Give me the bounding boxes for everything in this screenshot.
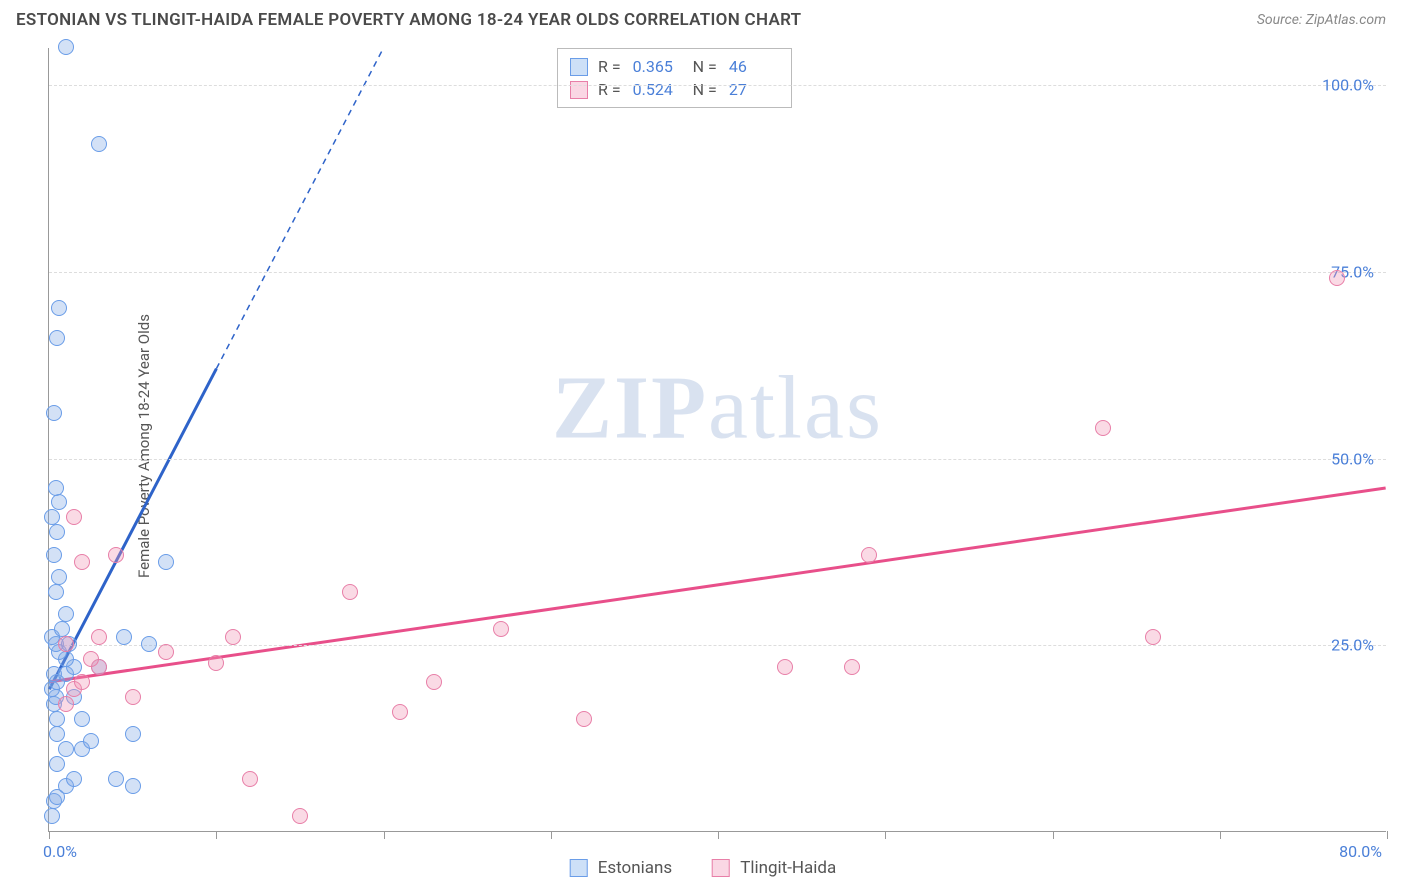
x-tick: [551, 831, 552, 839]
r-label: R =: [598, 57, 621, 76]
y-tick-label: 100.0%: [1322, 76, 1374, 95]
data-point: [493, 621, 509, 637]
data-point: [74, 554, 90, 570]
data-point: [49, 711, 65, 727]
legend-label: Tlingit-Haida: [740, 858, 836, 878]
scatter-chart: ZIPatlas R = 0.365 N = 46 R = 0.524 N = 27 25.0…: [48, 48, 1386, 832]
data-point: [66, 509, 82, 525]
data-point: [74, 674, 90, 690]
x-tick: [216, 831, 217, 839]
data-point: [777, 659, 793, 675]
correlation-legend: R = 0.365 N = 46 R = 0.524 N = 27: [557, 48, 792, 108]
legend-swatch: [570, 859, 588, 877]
r-label: R =: [598, 80, 621, 99]
data-point: [49, 524, 65, 540]
gridline-horizontal: [49, 645, 1386, 646]
data-point: [49, 726, 65, 742]
x-tick: [1387, 831, 1388, 839]
data-point: [576, 711, 592, 727]
x-tick: [49, 831, 50, 839]
n-label: N =: [693, 57, 717, 76]
data-point: [1095, 420, 1111, 436]
data-point: [51, 569, 67, 585]
n-label: N =: [693, 80, 717, 99]
data-point: [49, 756, 65, 772]
data-point: [49, 330, 65, 346]
legend-item: Estonians: [570, 858, 672, 878]
series-legend: Estonians Tlingit-Haida: [570, 858, 837, 878]
legend-swatch: [570, 58, 588, 76]
data-point: [44, 808, 60, 824]
data-point: [108, 547, 124, 563]
legend-label: Estonians: [598, 858, 672, 878]
data-point: [861, 547, 877, 563]
data-point: [1145, 629, 1161, 645]
chart-title: ESTONIAN VS TLINGIT-HAIDA FEMALE POVERTY…: [16, 10, 801, 30]
legend-item: Tlingit-Haida: [712, 858, 836, 878]
data-point: [91, 136, 107, 152]
x-tick: [1053, 831, 1054, 839]
data-point: [158, 554, 174, 570]
data-point: [125, 726, 141, 742]
r-value: 0.365: [633, 57, 683, 76]
data-point: [426, 674, 442, 690]
legend-swatch: [712, 859, 730, 877]
data-point: [158, 644, 174, 660]
y-tick-label: 25.0%: [1331, 636, 1374, 655]
data-point: [51, 494, 67, 510]
data-point: [844, 659, 860, 675]
data-point: [141, 636, 157, 652]
data-point: [48, 584, 64, 600]
gridline-horizontal: [49, 272, 1386, 273]
x-tick: [718, 831, 719, 839]
data-point: [1329, 270, 1345, 286]
data-point: [125, 778, 141, 794]
trend-line-extrapolated: [216, 48, 383, 369]
data-point: [392, 704, 408, 720]
trend-lines-layer: [49, 48, 1386, 831]
data-point: [51, 300, 67, 316]
data-point: [292, 808, 308, 824]
n-value: 27: [729, 80, 779, 99]
x-tick-label: 0.0%: [43, 842, 77, 861]
data-point: [242, 771, 258, 787]
data-point: [58, 696, 74, 712]
data-point: [225, 629, 241, 645]
data-point: [108, 771, 124, 787]
n-value: 46: [729, 57, 779, 76]
gridline-horizontal: [49, 85, 1386, 86]
watermark: ZIPatlas: [552, 357, 883, 460]
data-point: [66, 771, 82, 787]
data-point: [91, 629, 107, 645]
y-tick-label: 50.0%: [1331, 449, 1374, 468]
legend-row: R = 0.365 N = 46: [570, 55, 779, 78]
data-point: [74, 711, 90, 727]
data-point: [58, 741, 74, 757]
data-point: [58, 606, 74, 622]
data-point: [342, 584, 358, 600]
trend-line: [49, 488, 1385, 682]
legend-swatch: [570, 81, 588, 99]
data-point: [83, 733, 99, 749]
x-tick: [384, 831, 385, 839]
data-point: [125, 689, 141, 705]
data-point: [116, 629, 132, 645]
data-point: [44, 509, 60, 525]
data-point: [83, 651, 99, 667]
data-point: [46, 547, 62, 563]
data-point: [58, 636, 74, 652]
x-tick: [885, 831, 886, 839]
data-point: [48, 480, 64, 496]
data-point: [208, 655, 224, 671]
r-value: 0.524: [633, 80, 683, 99]
source-attribution: Source: ZipAtlas.com: [1257, 12, 1386, 28]
legend-row: R = 0.524 N = 27: [570, 78, 779, 101]
x-tick: [1220, 831, 1221, 839]
gridline-horizontal: [49, 459, 1386, 460]
data-point: [58, 39, 74, 55]
x-tick-label: 80.0%: [1339, 842, 1382, 861]
data-point: [46, 405, 62, 421]
data-point: [54, 621, 70, 637]
